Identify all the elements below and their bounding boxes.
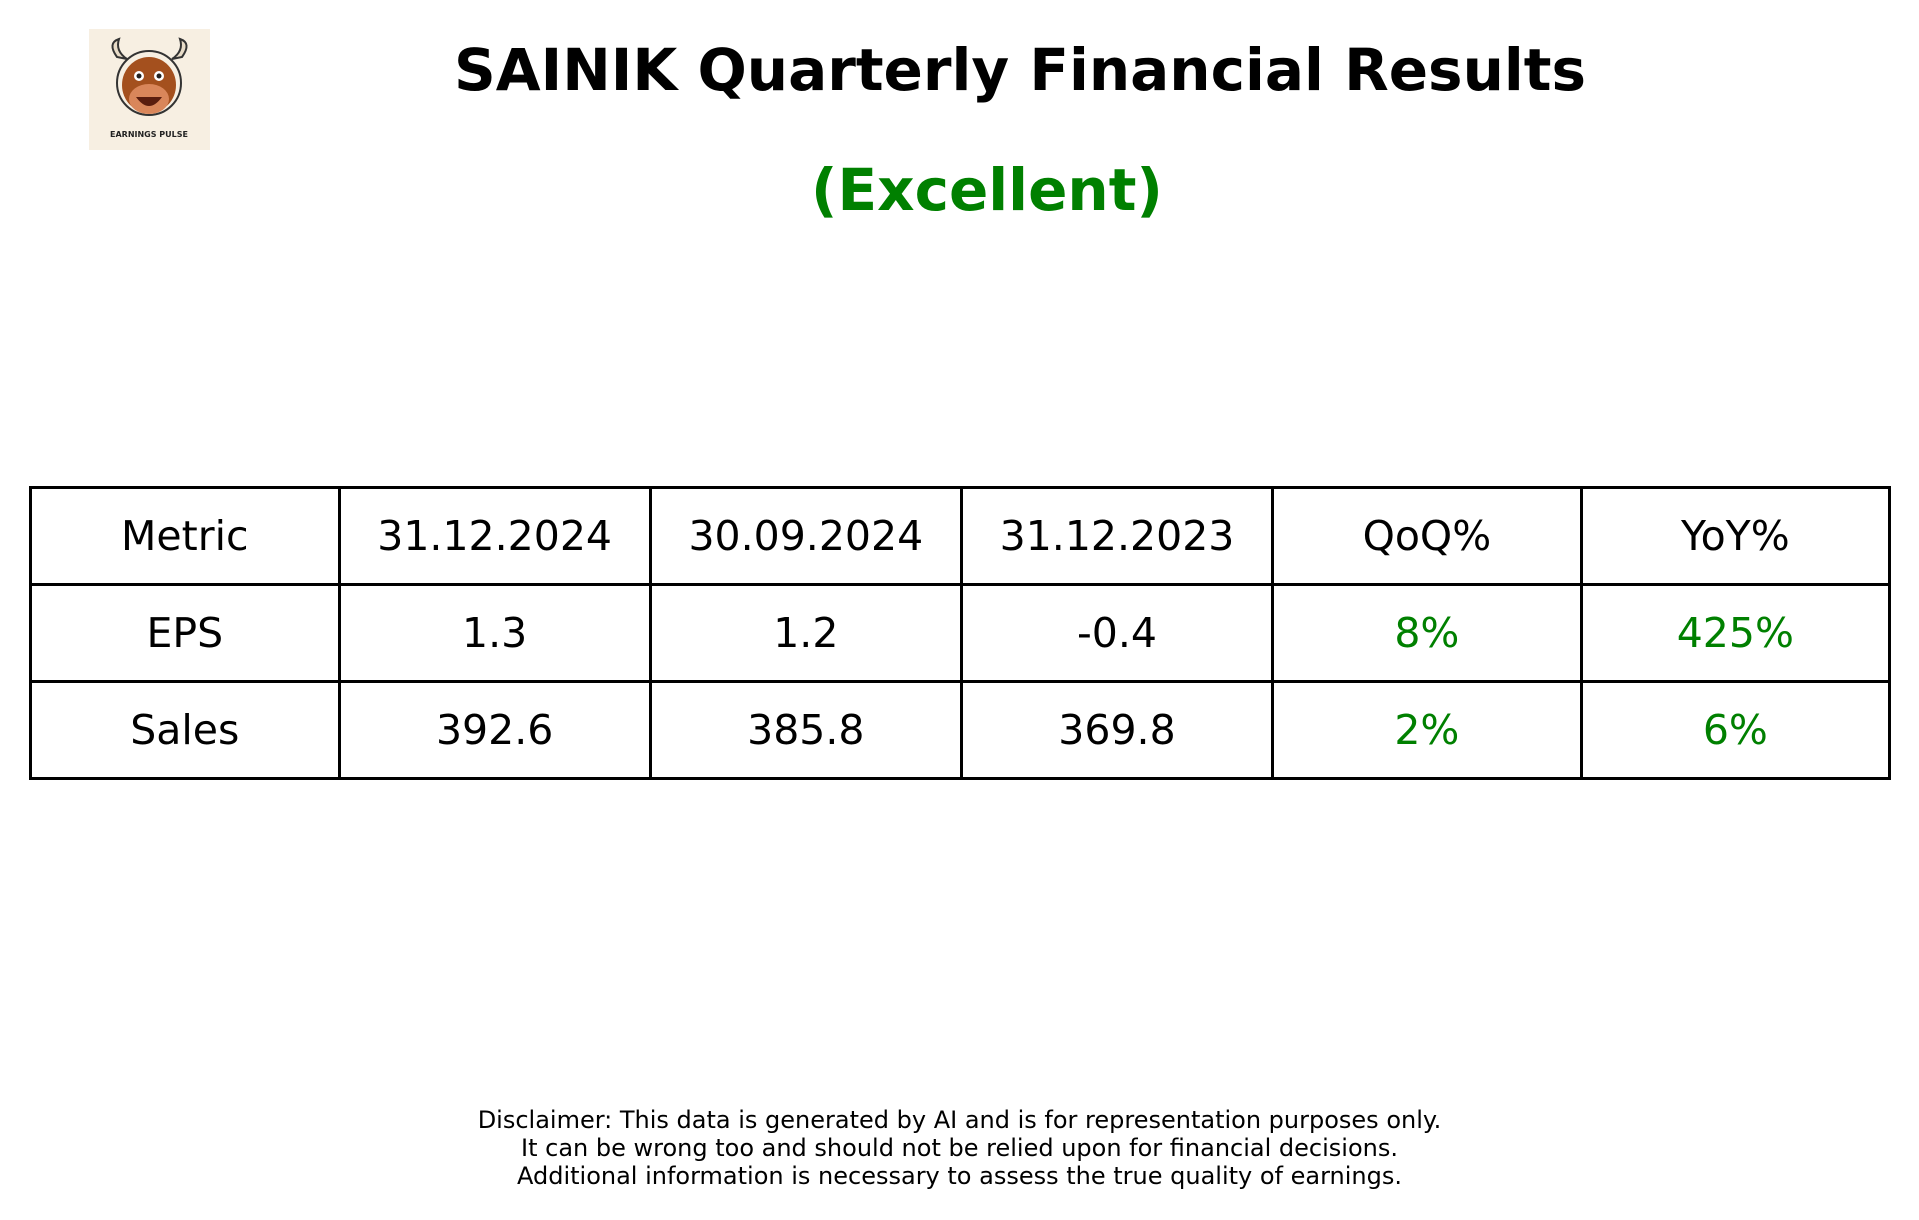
- header-cell: YoY%: [1579, 486, 1892, 586]
- cell: 2%: [1271, 680, 1583, 780]
- header-cell: 31.12.2024: [337, 486, 652, 586]
- header-cell: 31.12.2023: [959, 486, 1275, 586]
- disclaimer-line: Disclaimer: This data is generated by AI…: [477, 1106, 1442, 1134]
- cell: 369.8: [959, 680, 1275, 780]
- header-cell: Metric: [29, 486, 341, 586]
- logo: EARNINGS PULSE: [89, 29, 210, 150]
- logo-text: EARNINGS PULSE: [110, 130, 188, 139]
- header-row: Metric 31.12.2024 30.09.2024 31.12.2023 QoQ%…: [29, 486, 1892, 586]
- data-row: EPS 1.3 1.2 -0.4 8% 425%: [29, 583, 1892, 683]
- cell: 425%: [1579, 583, 1892, 683]
- cell: 1.2: [648, 583, 963, 683]
- results-table: Metric 31.12.2024 30.09.2024 31.12.2023 QoQ%…: [29, 486, 1892, 780]
- disclaimer-line: Additional information is necessary to a…: [516, 1162, 1402, 1190]
- title: SAINIK Quarterly Financial Results: [453, 36, 1587, 104]
- header-cell: QoQ%: [1271, 486, 1583, 586]
- cell: 1.3: [337, 583, 652, 683]
- subtitle: (Excellent): [811, 156, 1163, 224]
- disclaimer: Disclaimer: This data is generated by AI…: [0, 1106, 1919, 1190]
- cell: 392.6: [337, 680, 652, 780]
- header-cell: 30.09.2024: [648, 486, 963, 586]
- cell: 385.8: [648, 680, 963, 780]
- cell: 6%: [1579, 680, 1892, 780]
- cell: Sales: [29, 680, 341, 780]
- disclaimer-line: It can be wrong too and should not be re…: [521, 1134, 1398, 1162]
- cell: EPS: [29, 583, 341, 683]
- cell: -0.4: [959, 583, 1275, 683]
- cell: 8%: [1271, 583, 1583, 683]
- data-row: Sales 392.6 385.8 369.8 2% 6%: [29, 680, 1892, 780]
